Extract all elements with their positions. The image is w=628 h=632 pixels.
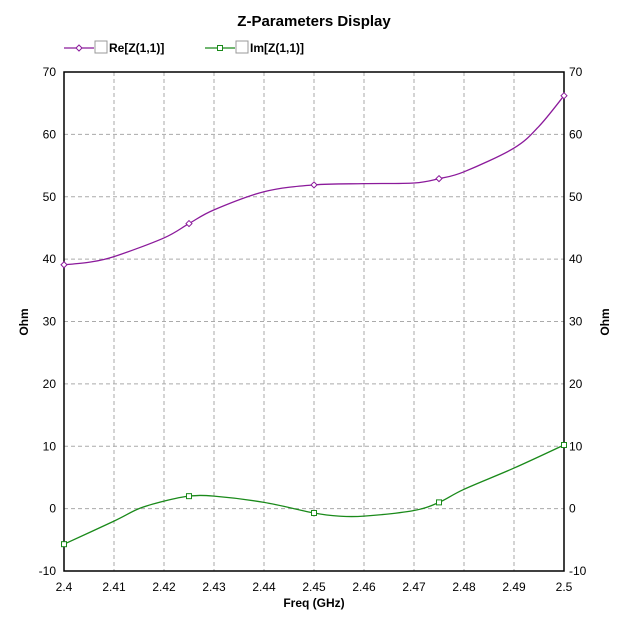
x-tick-label: 2.43 [202, 580, 226, 594]
y-tick-label-left: 60 [43, 127, 57, 141]
y-tick-label-left: 30 [43, 315, 57, 329]
im-z11-marker [61, 541, 67, 548]
x-tick-label: 2.46 [352, 580, 376, 594]
y-tick-label-right: 20 [569, 377, 583, 391]
y-tick-label-right: 50 [569, 190, 583, 204]
legend: Re[Z(1,1)] Im[Z(1,1)] [64, 40, 304, 55]
x-tick-label: 2.48 [452, 580, 476, 594]
x-axis-label: Freq (GHz) [283, 596, 344, 610]
legend-re-z11-checkbox[interactable] [94, 40, 108, 54]
y-tick-label-left: 20 [43, 377, 57, 391]
y-tick-label-right: 60 [569, 127, 583, 141]
y-tick-label-left: 50 [43, 190, 57, 204]
x-tick-label: 2.44 [252, 580, 276, 594]
plot-frame [63, 71, 565, 572]
chart-title: Z-Parameters Display [237, 13, 391, 30]
y-tick-label-left: -10 [39, 564, 57, 578]
x-tick-label: 2.5 [556, 580, 573, 594]
im-z11-marker [436, 499, 442, 506]
x-tick-label: 2.49 [502, 580, 526, 594]
x-tick-label: 2.47 [402, 580, 426, 594]
legend-re-z11-marker [75, 44, 83, 52]
re-z11-marker [60, 261, 68, 269]
legend-im-z11-label: Im[Z(1,1)] [250, 41, 304, 55]
tick-labels: 2.4 2.41 2.42 2.43 2.44 2.45 2.46 2.47 2.48 2.49 2… [39, 65, 587, 594]
legend-im-z11-marker [217, 45, 223, 51]
re-z11-marker [560, 91, 568, 100]
x-tick-label: 2.4 [56, 580, 73, 594]
y-tick-label-left: 10 [43, 439, 57, 453]
im-z11-marker [561, 442, 567, 449]
legend-im-z11-checkbox[interactable] [235, 40, 249, 54]
y-tick-label-right: -10 [569, 564, 587, 578]
legend-re-z11-label: Re[Z(1,1)] [109, 41, 164, 55]
y-tick-label-right: 70 [569, 65, 583, 79]
series-group [60, 91, 568, 548]
im-z11-marker [186, 493, 192, 500]
grid [64, 72, 564, 571]
y-tick-label-right: 30 [569, 315, 583, 329]
x-tick-label: 2.45 [302, 580, 326, 594]
y-tick-label-left: 40 [43, 252, 57, 266]
y-tick-label-left: 70 [43, 65, 57, 79]
y-tick-label-right: 40 [569, 252, 583, 266]
im-z11-marker [311, 509, 317, 516]
re-z11-marker [185, 219, 193, 228]
y-tick-label-left: 0 [49, 502, 56, 516]
y-axis-label: Ohm [17, 308, 31, 335]
x-tick-label: 2.42 [152, 580, 176, 594]
y-tick-label-right: 0 [569, 502, 576, 516]
y-tick-label-right: 10 [569, 439, 583, 453]
y-axis-label-right: Ohm [598, 308, 612, 335]
re-z11-marker [310, 181, 318, 189]
re-z11-marker [435, 174, 443, 183]
x-tick-label: 2.41 [102, 580, 126, 594]
